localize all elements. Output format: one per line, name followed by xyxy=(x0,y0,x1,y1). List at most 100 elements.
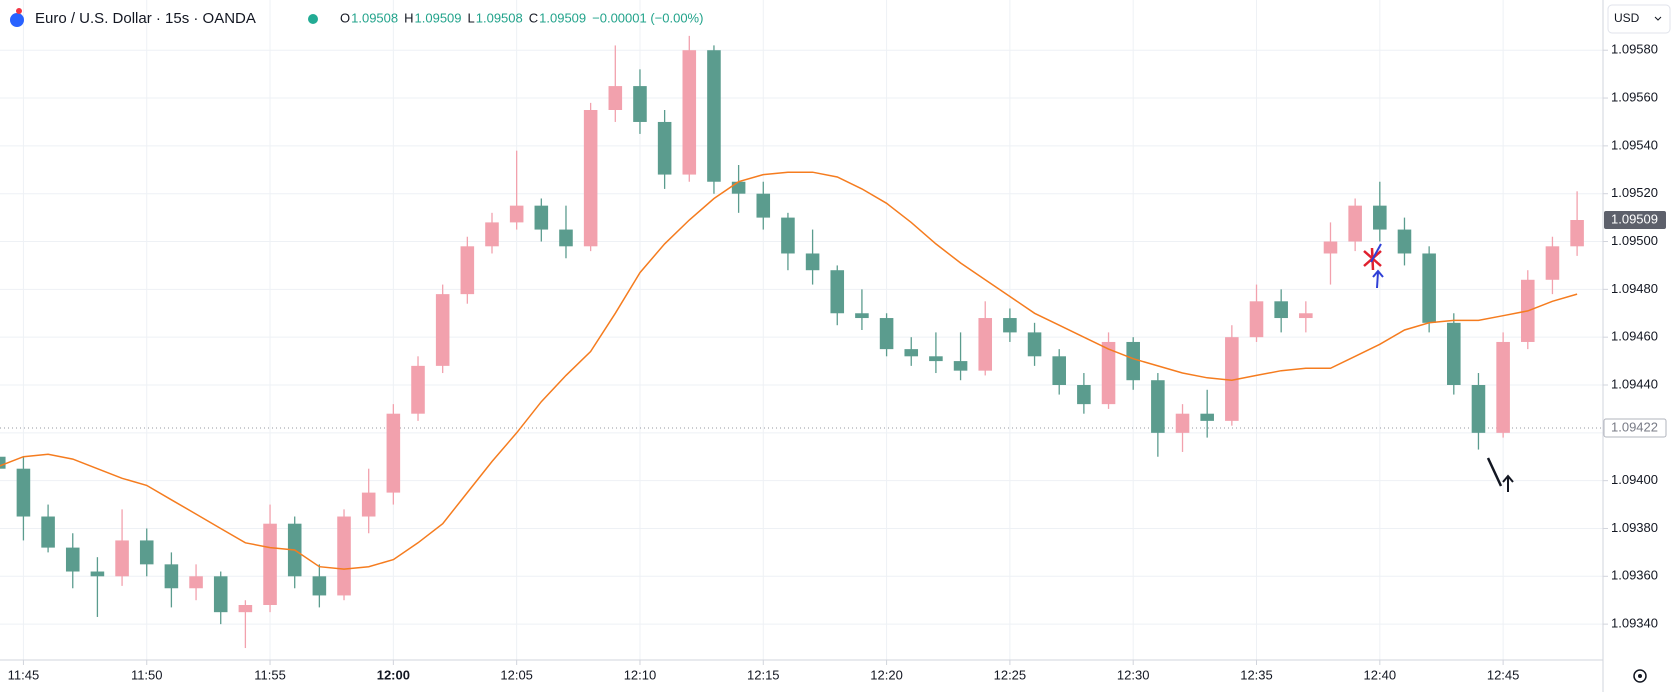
grid xyxy=(0,0,1603,660)
candle-body xyxy=(1496,341,1510,433)
y-tick-label: 1.09480 xyxy=(1611,281,1658,296)
legend-value: 1.09509 xyxy=(539,10,586,25)
legend-value: 1.09509 xyxy=(415,10,462,25)
candle-body xyxy=(805,253,820,271)
candle-body xyxy=(213,576,228,613)
y-tick-label: 1.09500 xyxy=(1611,233,1658,248)
legend-key: O xyxy=(340,10,350,25)
candle-body xyxy=(1151,380,1165,433)
candle-body xyxy=(879,318,894,350)
annotations xyxy=(1363,243,1514,492)
x-tick-label: 12:25 xyxy=(994,667,1027,682)
x-tick-label: 12:45 xyxy=(1487,667,1520,682)
x-tick-label: 12:00 xyxy=(377,667,410,682)
candle-body xyxy=(1274,301,1288,319)
candle-body xyxy=(139,540,154,565)
candle-body xyxy=(1422,253,1436,323)
y-tick-label: 1.09460 xyxy=(1611,329,1658,344)
currency-button[interactable] xyxy=(1607,4,1671,34)
y-tick-label: 1.09560 xyxy=(1611,89,1658,104)
price-badge-label: 1.09509 xyxy=(1611,211,1658,226)
candle-body xyxy=(1545,246,1560,280)
x-tick-label: 11:55 xyxy=(254,667,286,682)
candle-body xyxy=(1373,205,1387,230)
candle-body xyxy=(1175,413,1190,433)
candle-body xyxy=(1126,341,1140,381)
candle-body xyxy=(731,181,746,194)
y-tick-label: 1.09380 xyxy=(1611,520,1658,535)
x-tick-label: 11:50 xyxy=(131,667,163,682)
candle-body xyxy=(1249,301,1264,338)
price-badge-label: 1.09422 xyxy=(1611,419,1658,434)
candle-body xyxy=(608,86,623,110)
candle-body xyxy=(435,294,450,366)
y-tick-label: 1.09540 xyxy=(1611,137,1658,152)
arrow-up xyxy=(1372,269,1384,289)
candle-body xyxy=(189,576,203,589)
legend-key: H xyxy=(404,10,413,25)
candle-body xyxy=(0,456,6,469)
candle-body xyxy=(509,205,524,223)
x-tick-label: 12:40 xyxy=(1364,667,1397,682)
currency-label[interactable]: USD xyxy=(1614,11,1640,25)
candle-body xyxy=(1447,322,1461,385)
settings-icon[interactable] xyxy=(1633,669,1647,683)
candle-body xyxy=(312,576,327,596)
candle-body xyxy=(781,217,795,254)
legend-key: C xyxy=(529,10,538,25)
candle-body xyxy=(337,516,351,596)
candle-body xyxy=(1323,241,1338,254)
legend-change: −0.00001 (−0.00%) xyxy=(592,10,703,25)
plot-area xyxy=(0,35,1603,649)
candle-body xyxy=(164,564,179,589)
x-tick-label: 12:05 xyxy=(500,667,533,682)
candle-body xyxy=(1348,205,1362,242)
candle-body xyxy=(361,492,376,517)
candle-body xyxy=(386,413,401,493)
candle-body xyxy=(90,571,105,577)
candle-body xyxy=(682,50,697,175)
candle-body xyxy=(1052,356,1066,385)
chart-title: Euro / U.S. Dollar · 15s · OANDA xyxy=(35,10,256,27)
candle-body xyxy=(830,270,845,314)
price-badge xyxy=(1603,418,1667,438)
candle-body xyxy=(411,365,425,414)
candle-body xyxy=(1397,229,1412,254)
price-badge xyxy=(1604,211,1666,229)
candle-body xyxy=(460,246,475,295)
candle-body xyxy=(904,349,919,357)
candle-body xyxy=(263,523,277,605)
candle-body xyxy=(238,605,253,613)
legend-value: 1.09508 xyxy=(351,10,398,25)
candle-body xyxy=(485,222,499,247)
moving-average xyxy=(0,171,1578,570)
y-tick-label: 1.09400 xyxy=(1611,472,1658,487)
candle-body xyxy=(65,547,80,572)
candle-body xyxy=(1027,332,1042,357)
price-axis: 1.093401.093601.093801.094001.094201.094… xyxy=(1603,42,1667,631)
x-tick-label: 12:30 xyxy=(1117,667,1150,682)
candle-body xyxy=(1570,220,1584,247)
candle-body xyxy=(1003,318,1017,333)
symbol-icon xyxy=(10,13,24,27)
candle-body xyxy=(1225,337,1239,421)
time-axis: 11:45 11:50 11:55 12:00 12:05 12:10 12:15 12:20… xyxy=(8,660,1520,682)
candle-body xyxy=(559,229,573,247)
candle-body xyxy=(1200,413,1214,421)
candle-body xyxy=(953,361,968,371)
currency-select[interactable]: USD xyxy=(1607,4,1671,34)
candle-body xyxy=(583,110,598,247)
settings-button[interactable] xyxy=(1633,669,1647,683)
candle-body xyxy=(978,318,993,371)
y-tick-label: 1.09340 xyxy=(1611,616,1658,631)
y-tick-label: 1.09580 xyxy=(1611,42,1658,57)
candle-body xyxy=(534,205,549,230)
candle-body xyxy=(929,356,943,362)
candle-body xyxy=(707,50,721,182)
candle-body xyxy=(1299,313,1313,319)
candle-body xyxy=(115,540,129,577)
candle-body xyxy=(657,121,672,175)
x-tick-label: 12:15 xyxy=(747,667,780,682)
candle-body xyxy=(756,193,771,218)
